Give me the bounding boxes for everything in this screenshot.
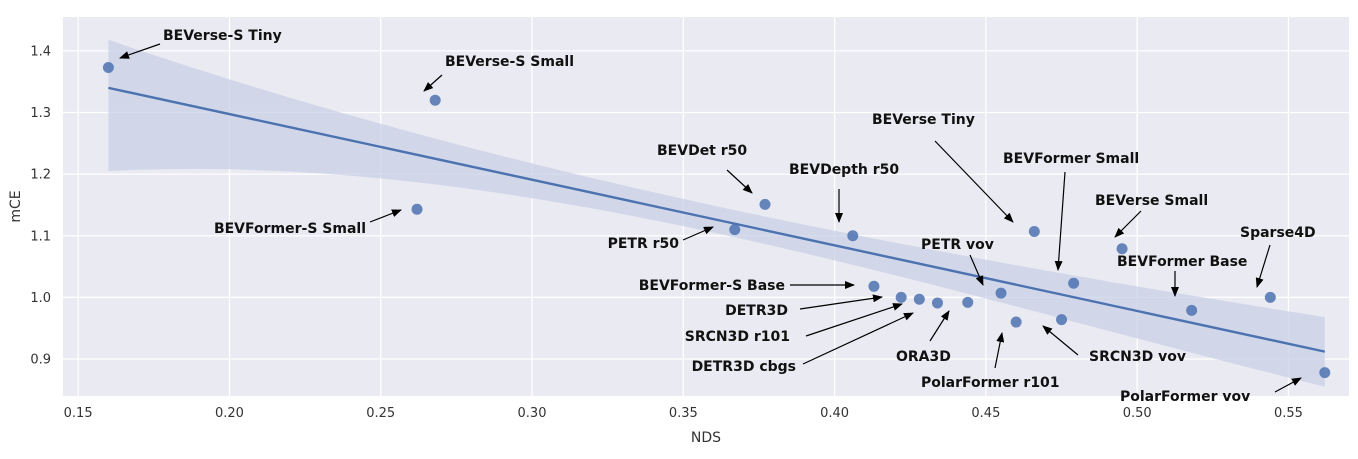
point-label: PETR r50	[608, 236, 680, 252]
point-label: BEVFormer-S Small	[214, 221, 366, 237]
data-point	[759, 198, 771, 210]
point-label: ORA3D	[896, 349, 951, 365]
annotation-arrow	[726, 169, 753, 194]
annotation-arrow	[929, 310, 950, 342]
point-label: SRCN3D vov	[1089, 349, 1186, 365]
point-label: Sparse4D	[1240, 225, 1316, 241]
data-point	[913, 293, 925, 305]
annotation-arrow	[1114, 210, 1142, 238]
data-point	[429, 94, 441, 106]
x-tick-label: 0.20	[215, 406, 244, 421]
x-tick-label: 0.35	[669, 406, 698, 421]
point-label: PolarFormer vov	[1120, 389, 1250, 405]
data-point	[1116, 243, 1128, 255]
data-point	[847, 230, 859, 242]
y-tick-label: 1.1	[30, 229, 51, 244]
y-tick-label: 0.9	[30, 353, 51, 368]
point-label: BEVFormer Small	[1003, 151, 1139, 167]
point-label: PolarFormer r101	[921, 375, 1060, 391]
annotation-arrow	[1274, 377, 1302, 393]
annotation-arrow	[969, 254, 984, 286]
y-tick-label: 1.3	[30, 106, 51, 121]
x-tick-label: 0.25	[366, 406, 395, 421]
annotation-arrow	[802, 312, 914, 365]
data-points	[102, 62, 1331, 379]
y-axis-label: mCE	[8, 190, 24, 222]
annotation-arrow	[1042, 325, 1079, 356]
data-point	[729, 224, 741, 236]
regression-line	[108, 86, 1326, 353]
x-tick-label: 0.15	[64, 406, 93, 421]
point-label: BEVDet r50	[657, 143, 747, 159]
annotation-arrows	[119, 43, 1302, 393]
data-point	[1028, 225, 1040, 237]
point-labels: BEVerse-S Tiny BEVerse-S Small BEVFormer-S…	[163, 28, 1316, 405]
x-tick-label: 0.50	[1123, 406, 1152, 421]
annotation-arrow	[369, 209, 402, 223]
point-label: BEVerse Tiny	[872, 112, 975, 128]
y-tick-label: 1.0	[30, 291, 51, 306]
y-tick-labels: 0.9 1.0 1.1 1.2 1.3 1.4	[30, 44, 51, 367]
annotation-arrow	[119, 43, 161, 59]
point-label: BEVDepth r50	[789, 162, 899, 178]
y-tick-label: 1.4	[30, 44, 51, 59]
point-label: BEVerse Small	[1095, 193, 1208, 209]
data-point	[1010, 316, 1022, 328]
annotation-arrow	[934, 140, 1014, 223]
point-label: DETR3D	[725, 303, 788, 319]
data-point	[962, 296, 974, 308]
data-point	[995, 287, 1007, 299]
x-tick-labels: 0.15 0.20 0.25 0.30 0.35 0.40 0.45 0.50 0.55	[64, 406, 1303, 421]
data-point	[1264, 291, 1276, 303]
x-axis-label: NDS	[691, 430, 721, 446]
data-point	[1056, 314, 1068, 326]
annotation-arrow	[805, 303, 903, 337]
point-label: BEVFormer-S Base	[639, 278, 785, 294]
data-point	[1068, 277, 1080, 289]
regression-line-group	[108, 86, 1326, 353]
point-label: BEVerse-S Tiny	[163, 28, 282, 44]
data-point	[411, 203, 423, 215]
x-tick-label: 0.30	[518, 406, 547, 421]
annotation-arrow	[423, 74, 443, 92]
annotation-arrow	[994, 332, 1005, 369]
annotation-arrow	[1054, 171, 1066, 271]
annotation-arrow	[799, 294, 883, 310]
confidence-band-area	[108, 39, 1325, 387]
point-label: SRCN3D r101	[685, 329, 790, 345]
y-tick-label: 1.2	[30, 168, 51, 183]
point-label: BEVFormer Base	[1117, 254, 1247, 270]
data-point	[931, 297, 943, 309]
x-tick-label: 0.55	[1274, 406, 1303, 421]
confidence-band	[108, 39, 1325, 387]
annotation-arrow	[1255, 244, 1271, 288]
data-point	[868, 280, 880, 292]
data-point	[1186, 304, 1198, 316]
x-tick-label: 0.45	[971, 406, 1000, 421]
x-tick-label: 0.40	[820, 406, 849, 421]
point-label: DETR3D cbgs	[692, 359, 796, 375]
data-point	[1319, 367, 1331, 379]
point-label: BEVerse-S Small	[445, 54, 574, 70]
annotation-arrow	[682, 226, 714, 241]
point-label: PETR vov	[921, 237, 994, 253]
data-point	[102, 62, 114, 74]
data-point	[895, 291, 907, 303]
